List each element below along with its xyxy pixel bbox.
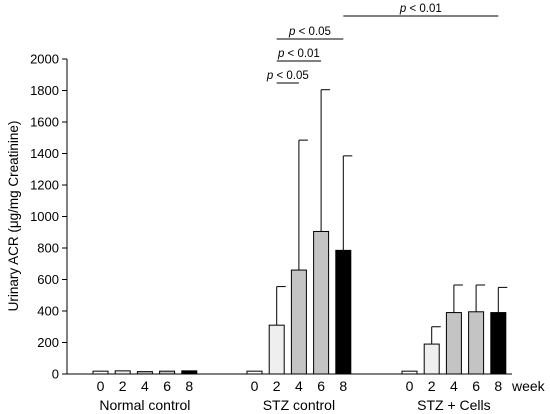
p-symbol: p: [277, 48, 285, 60]
bar: [159, 370, 176, 375]
x-tick-label: 2: [119, 378, 127, 394]
bars: [92, 230, 507, 375]
y-tick-label: 2000: [30, 52, 59, 67]
bar: [92, 370, 109, 375]
bar: [335, 249, 352, 375]
x-tick-label: 0: [97, 378, 105, 394]
significance-label: p < 0.05: [266, 70, 309, 82]
p-symbol: p: [288, 26, 296, 38]
x-tick-label: 4: [295, 378, 303, 394]
p-threshold: < 0.01: [406, 3, 442, 15]
x-unit-label: week: [511, 378, 546, 394]
bar: [401, 370, 418, 375]
y-axis-label: Urinary ACR (μg/mg Creatinine): [6, 121, 21, 312]
y-tick-label: 200: [37, 335, 59, 350]
bar: [114, 370, 131, 375]
y-tick-label: 1000: [30, 209, 59, 224]
bar: [313, 230, 330, 375]
p-threshold: < 0.05: [273, 70, 309, 82]
bar: [268, 324, 285, 375]
x-tick-label: 6: [163, 378, 171, 394]
x-tick-label: 4: [450, 378, 458, 394]
error-bars: [276, 89, 508, 345]
significance-label: p < 0.01: [277, 48, 320, 60]
x-tick-label: 8: [185, 378, 193, 394]
y-tick-label: 1200: [30, 178, 59, 193]
x-tick-label: 2: [428, 378, 436, 394]
bar: [246, 370, 263, 375]
group-label: STZ control: [263, 397, 335, 413]
group-label: STZ + Cells: [417, 397, 491, 413]
bar: [181, 370, 198, 375]
y-tick-label: 800: [37, 241, 59, 256]
bar: [136, 371, 153, 375]
bar: [445, 312, 462, 375]
p-threshold: < 0.05: [295, 26, 331, 38]
significance-brackets: p < 0.05p < 0.01p < 0.05p < 0.01: [266, 3, 499, 84]
significance-label: p < 0.01: [399, 3, 442, 15]
bar: [468, 311, 485, 375]
y-tick-label: 400: [37, 304, 59, 319]
significance-label: p < 0.05: [288, 26, 331, 38]
x-tick-label: 6: [317, 378, 325, 394]
group-label: Normal control: [99, 397, 190, 413]
x-tick-labels: 0 2 4 6 8 0 2 4 6 8 0 2 4 6 8 week: [97, 378, 546, 394]
bar: [490, 312, 507, 375]
x-tick-label: 0: [406, 378, 414, 394]
p-symbol: p: [266, 70, 274, 82]
y-tick-label: 1800: [30, 83, 59, 98]
x-tick-label: 0: [251, 378, 259, 394]
y-tick-label: 0: [52, 367, 59, 382]
x-tick-label: 8: [494, 378, 502, 394]
y-tick-label: 1600: [30, 115, 59, 130]
x-tick-label: 4: [141, 378, 149, 394]
x-tick-label: 8: [339, 378, 347, 394]
bar: [423, 343, 440, 375]
y-axis: 0 200 400 600 800 1000 1200 1400 1600 1800 2000: [30, 52, 68, 382]
x-tick-label: 2: [273, 378, 281, 394]
y-tick-label: 1400: [30, 146, 59, 161]
group-labels: Normal control STZ control STZ + Cells: [99, 397, 490, 413]
y-tick-label: 600: [37, 272, 59, 287]
p-threshold: < 0.01: [284, 48, 320, 60]
p-symbol: p: [399, 3, 407, 15]
x-tick-label: 6: [472, 378, 480, 394]
bar: [290, 269, 307, 375]
